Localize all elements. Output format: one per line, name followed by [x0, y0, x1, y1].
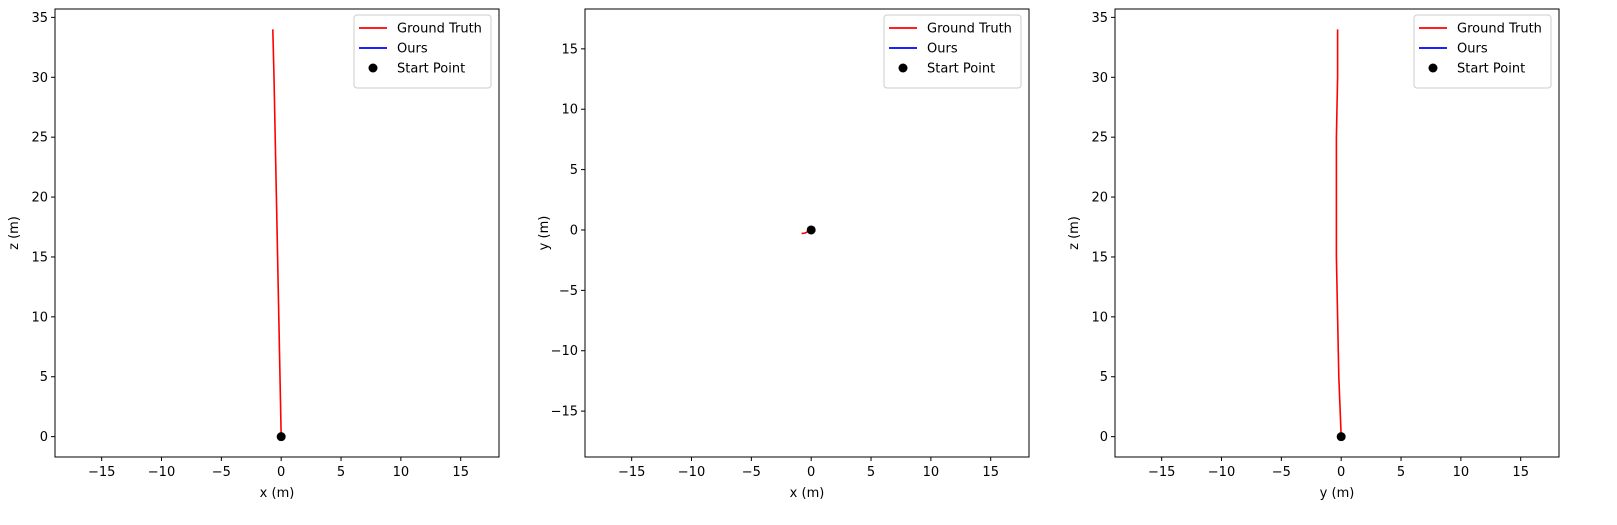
y-tick-label: 5: [570, 163, 578, 178]
x-tick-label: −5: [742, 465, 761, 480]
x-tick-label: 10: [393, 465, 410, 480]
y-tick-label: 0: [570, 223, 578, 238]
series-line-ground-truth: [1335, 29, 1342, 437]
legend-swatch-start-point: [898, 63, 908, 73]
x-tick-label: −5: [1272, 465, 1291, 480]
y-tick-label: 0: [40, 430, 48, 445]
legend-swatch-start-point: [1428, 63, 1438, 73]
legend-label: Ours: [397, 42, 428, 57]
legend: Ground Truth Ours Start Point: [353, 14, 492, 89]
x-tick-label: 0: [807, 465, 815, 480]
axes-frame: [54, 8, 500, 458]
x-tick-label: 15: [982, 465, 999, 480]
y-tick-label: 30: [31, 71, 48, 86]
y-tick-label: 30: [1091, 71, 1108, 86]
legend: Ground Truth Ours Start Point: [883, 14, 1022, 89]
y-tick-label: 5: [1100, 370, 1108, 385]
x-tick-label: −15: [1148, 465, 1175, 480]
legend-label: Start Point: [927, 62, 995, 77]
series-line-ground-truth: [272, 29, 282, 437]
y-tick-label: 15: [1091, 250, 1108, 265]
x-tick-label: 0: [1337, 465, 1345, 480]
x-tick-label: 0: [277, 465, 285, 480]
y-tick-label: 10: [561, 103, 578, 118]
x-tick-label: −10: [148, 465, 175, 480]
y-tick-label: 35: [1091, 11, 1108, 26]
y-tick-label: 35: [31, 11, 48, 26]
x-tick-label: −15: [618, 465, 645, 480]
legend-label: Ground Truth: [397, 22, 482, 37]
x-axis-label: y (m): [1320, 486, 1355, 501]
legend-label: Ground Truth: [927, 22, 1012, 37]
y-tick-label: 0: [1100, 430, 1108, 445]
x-tick-label: −10: [678, 465, 705, 480]
x-tick-label: 10: [923, 465, 940, 480]
legend-label: Ours: [927, 42, 958, 57]
chart-panel-1: −15 −10 −5 0 5 10 15 0 5 10 15 20 25 30 35 x (m) z (m) Gr…: [7, 8, 500, 501]
axes-frame: [1114, 8, 1560, 458]
legend-label: Ground Truth: [1457, 22, 1542, 37]
legend-label: Start Point: [1457, 62, 1525, 77]
y-tick-label: 10: [31, 310, 48, 325]
x-tick-label: 5: [1397, 465, 1405, 480]
x-axis-label: x (m): [260, 486, 295, 501]
chart-panel-3: −15 −10 −5 0 5 10 15 0 5 10 15 20 25 30 35 y (m) z (m) Gr…: [1067, 8, 1560, 501]
x-tick-label: −10: [1208, 465, 1235, 480]
x-tick-label: 15: [1512, 465, 1529, 480]
y-tick-label: 20: [1091, 191, 1108, 206]
legend-label: Start Point: [397, 62, 465, 77]
y-tick-label: −10: [551, 344, 578, 359]
legend-swatch-start-point: [368, 63, 378, 73]
y-axis-label: z (m): [7, 216, 22, 250]
start-point-marker: [276, 432, 286, 442]
y-axis-label: z (m): [1067, 216, 1082, 250]
y-tick-label: 5: [40, 370, 48, 385]
y-tick-label: 25: [31, 131, 48, 146]
legend: Ground Truth Ours Start Point: [1413, 14, 1552, 89]
axes-frame: [584, 8, 1030, 458]
start-point-marker: [806, 225, 816, 235]
legend-box: [353, 14, 492, 89]
y-tick-label: 20: [31, 191, 48, 206]
y-tick-label: 15: [31, 250, 48, 265]
legend-box: [1413, 14, 1552, 89]
y-tick-label: 15: [561, 42, 578, 57]
x-tick-label: −15: [88, 465, 115, 480]
y-tick-label: 10: [1091, 310, 1108, 325]
x-tick-label: 5: [867, 465, 875, 480]
x-axis-label: x (m): [790, 486, 825, 501]
legend-box: [883, 14, 1022, 89]
x-tick-label: 10: [1453, 465, 1470, 480]
legend-label: Ours: [1457, 42, 1488, 57]
x-tick-label: −5: [212, 465, 231, 480]
x-tick-label: 15: [452, 465, 469, 480]
start-point-marker: [1336, 432, 1346, 442]
y-tick-label: −5: [559, 284, 578, 299]
y-axis-label: y (m): [537, 216, 552, 251]
chart-panel-2: −15 −10 −5 0 5 10 15 −15 −10 −5 0 5 10 15 x (m) y (m) Gr…: [537, 8, 1030, 501]
y-tick-label: −15: [551, 405, 578, 420]
x-tick-label: 5: [337, 465, 345, 480]
y-tick-label: 25: [1091, 131, 1108, 146]
